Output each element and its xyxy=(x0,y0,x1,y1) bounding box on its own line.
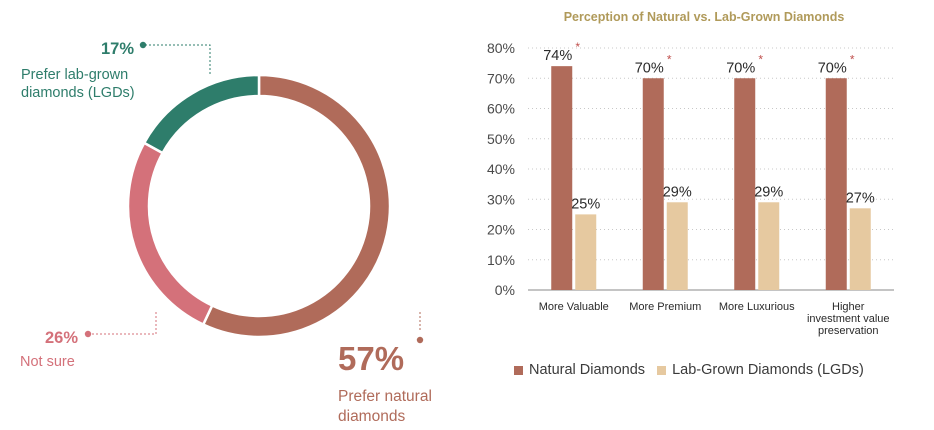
callout-dot-lgd xyxy=(139,41,147,49)
y-tick-label: 70% xyxy=(487,70,515,86)
significance-marker: * xyxy=(850,52,855,66)
x-tick-label: preservation xyxy=(818,325,879,337)
slice-pct-lgd: 17% xyxy=(101,40,134,58)
legend-swatch-natural xyxy=(514,365,523,375)
y-tick-label: 30% xyxy=(487,191,515,207)
y-tick-label: 10% xyxy=(487,252,515,268)
bar-lab xyxy=(758,202,780,290)
x-tick-label: More Premium xyxy=(629,301,701,313)
legend-item-natural: Natural Diamonds xyxy=(514,362,645,378)
callout-line-unsure xyxy=(92,312,157,335)
bar-value-label: 70% xyxy=(635,60,664,76)
y-tick-label: 50% xyxy=(487,131,515,147)
bar-chart: Perception of Natural vs. Lab-Grown Diam… xyxy=(487,10,894,337)
legend-item-lab: Lab-Grown Diamonds (LGDs) xyxy=(657,362,864,378)
bar-value-label: 70% xyxy=(818,60,847,76)
x-tick-label: Higher xyxy=(832,301,865,313)
donut-slice-lgd xyxy=(142,73,261,155)
slice-label-natural: Prefer natural xyxy=(338,388,432,405)
bar-value-label: 25% xyxy=(571,196,600,212)
slice-label-unsure: Not sure xyxy=(20,354,75,370)
legend-swatch-lab xyxy=(657,365,667,375)
y-tick-label: 60% xyxy=(487,101,515,117)
slice-label-lgd: diamonds (LGDs) xyxy=(21,85,135,101)
bar-value-label: 74% xyxy=(543,48,572,64)
bar-value-label: 29% xyxy=(754,184,783,200)
bar-natural xyxy=(825,78,847,290)
bar-natural xyxy=(734,78,756,290)
y-tick-label: 20% xyxy=(487,222,515,238)
slice-label-lgd: Prefer lab-grown xyxy=(21,67,128,83)
slice-label-natural: diamonds xyxy=(338,408,405,425)
bar-natural xyxy=(551,66,573,291)
bar-lab xyxy=(575,214,597,290)
donut-slice-unsure xyxy=(126,141,214,327)
donut-chart: 57% Prefer natural diamonds 26% Not sure 17% P… xyxy=(20,40,432,425)
y-tick-label: 80% xyxy=(487,40,515,56)
significance-marker: * xyxy=(667,52,672,66)
bar-chart-legend: Natural Diamonds Lab-Grown Diamonds (LGD… xyxy=(514,362,864,378)
donut-slice-natural xyxy=(201,73,392,339)
x-tick-label: More Valuable xyxy=(539,301,609,313)
legend-label-natural: Natural Diamonds xyxy=(529,362,646,378)
bar-chart-title: Perception of Natural vs. Lab-Grown Diam… xyxy=(564,10,845,24)
callout-dot-natural xyxy=(416,336,424,344)
bar-lab xyxy=(666,202,688,290)
bar-value-label: 70% xyxy=(726,60,755,76)
bar-value-label: 29% xyxy=(663,184,692,200)
callout-dot-unsure xyxy=(84,330,92,338)
bar-value-label: 27% xyxy=(846,190,875,206)
x-tick-label: More Luxurious xyxy=(719,301,795,313)
bar-lab xyxy=(849,208,871,290)
slice-pct-natural: 57% xyxy=(338,340,404,377)
legend-label-lab: Lab-Grown Diamonds (LGDs) xyxy=(672,362,864,378)
bar-natural xyxy=(642,78,664,290)
slice-pct-unsure: 26% xyxy=(45,329,78,347)
significance-marker: * xyxy=(758,52,763,66)
y-tick-label: 40% xyxy=(487,161,515,177)
significance-marker: * xyxy=(575,40,580,54)
x-tick-label: investment value xyxy=(807,313,890,325)
callout-line-lgd xyxy=(146,44,211,74)
y-tick-label: 0% xyxy=(495,282,515,298)
